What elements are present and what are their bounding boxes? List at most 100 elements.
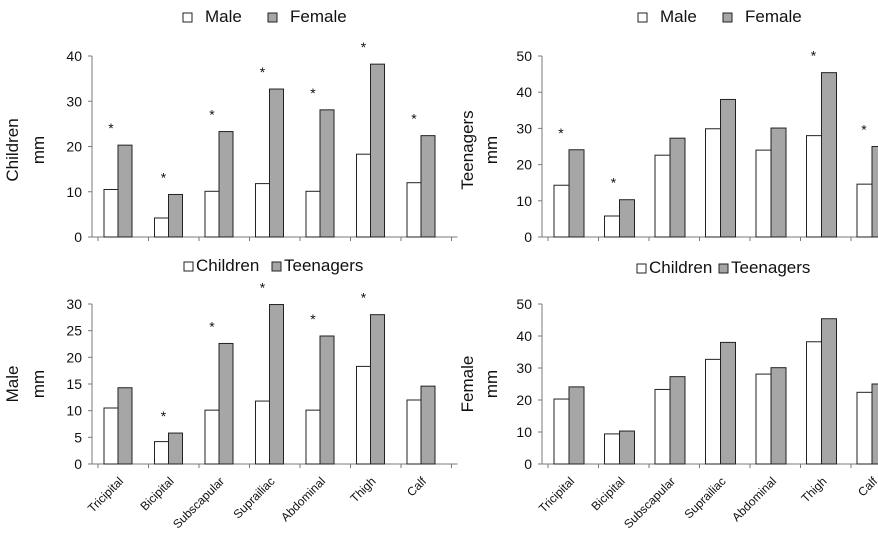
y-axis-label: Teenagers <box>458 110 477 189</box>
bar-teenagers-suprailiac <box>720 341 736 465</box>
x-category-label: Thigh <box>798 474 829 505</box>
legend-swatch-male <box>637 12 648 23</box>
bar-female-abdominal <box>319 109 335 238</box>
bar-male-thigh <box>356 153 371 238</box>
y-tick-label: 30 <box>66 296 82 312</box>
bar-children-calf <box>856 391 873 465</box>
y-tick-label: 15 <box>66 376 82 392</box>
bar-teenagers-calf <box>871 383 878 465</box>
y-axis-unit: mm <box>482 370 501 398</box>
bar-male-subscapular <box>204 190 220 238</box>
legend-label-children: Children <box>649 258 712 277</box>
bar-teenagers-bicipital <box>619 430 635 465</box>
x-category-label: Thigh <box>347 474 378 505</box>
y-tick-label: 10 <box>516 193 532 209</box>
legend-swatch-teenagers <box>718 263 729 274</box>
x-category-label: Suprailiac <box>230 474 277 521</box>
significance-marker: * <box>558 125 564 141</box>
bar-teenagers-calf <box>420 385 436 465</box>
y-tick-label: 20 <box>66 349 82 365</box>
bar-children-suprailiac <box>255 400 270 465</box>
legend-swatch-female <box>722 12 733 23</box>
legend-label-female: Female <box>745 7 802 26</box>
bar-male-suprailiac <box>255 183 270 238</box>
significance-marker: * <box>209 107 215 123</box>
legend-label-teenagers: Teenagers <box>731 258 810 277</box>
legend: Children Teenagers <box>636 258 810 277</box>
y-tick-label: 0 <box>524 456 532 472</box>
bar-children-suprailiac <box>705 358 721 465</box>
x-category-label: Tricipital <box>536 474 577 515</box>
significance-marker: * <box>811 48 817 64</box>
bar-female-thigh <box>370 63 385 238</box>
x-category-label: Subscapular <box>170 474 227 531</box>
significance-marker: * <box>861 122 867 138</box>
bar-teenagers-thigh <box>370 314 385 465</box>
significance-marker: * <box>260 280 266 296</box>
bar-teenagers-thigh <box>821 318 837 465</box>
y-axis-label: Female <box>458 356 477 413</box>
bar-female-suprailiac <box>269 88 284 238</box>
bar-teenagers-abdominal <box>770 367 787 465</box>
bar-female-abdominal <box>770 127 787 238</box>
y-axis-label: Male <box>3 366 22 403</box>
bar-teenagers-tricipital <box>117 387 133 465</box>
bar-children-subscapular <box>204 409 220 465</box>
x-category-label: Abdominal <box>278 474 328 524</box>
chart-panel-bottom-left: 0 5 10 15 20 25 30 Tricipital * Bicipital * Subscap… <box>3 256 458 531</box>
bar-children-calf <box>406 399 422 465</box>
x-category-label: Tricipital <box>85 474 126 515</box>
chart-panel-bottom-right: 0 10 20 30 40 50 Tricipital BicipitalSubscapula… <box>458 258 878 531</box>
significance-marker: * <box>411 111 417 127</box>
bar-teenagers-suprailiac <box>269 304 284 465</box>
legend-swatch-male <box>182 12 193 23</box>
bar-teenagers-subscapular <box>669 376 686 465</box>
bar-female-tricipital <box>568 149 585 238</box>
bar-female-thigh <box>821 72 837 238</box>
y-tick-label: 40 <box>516 328 532 344</box>
significance-marker: * <box>361 39 367 55</box>
bar-children-thigh <box>356 365 371 465</box>
y-tick-label: 20 <box>516 392 532 408</box>
bar-teenagers-tricipital <box>568 386 585 465</box>
bar-female-bicipital <box>619 199 635 238</box>
bar-male-abdominal <box>755 149 772 238</box>
legend-swatch-children <box>636 263 647 274</box>
x-category-label: Bicipital <box>137 474 176 513</box>
y-axis-unit: mm <box>29 370 48 398</box>
bar-male-abdominal <box>305 190 321 238</box>
bar-male-suprailiac <box>705 128 721 238</box>
legend: Male Female <box>637 7 802 26</box>
bar-children-abdominal <box>305 409 321 465</box>
bar-male-bicipital <box>154 217 169 238</box>
y-tick-label: 50 <box>516 296 532 312</box>
y-tick-label: 20 <box>516 157 532 173</box>
x-category-label: Abdominal <box>729 474 779 524</box>
bar-children-subscapular <box>654 388 671 465</box>
significance-marker: * <box>310 311 316 327</box>
legend-label-male: Male <box>660 7 697 26</box>
y-tick-label: 10 <box>66 184 82 200</box>
y-tick-label: 10 <box>66 403 82 419</box>
y-axis-label: Children <box>3 118 22 181</box>
bar-male-tricipital <box>103 188 119 238</box>
bar-male-subscapular <box>654 154 671 238</box>
x-category-label: Calf <box>404 474 429 499</box>
y-tick-label: 10 <box>516 424 532 440</box>
y-tick-label: 40 <box>516 84 532 100</box>
bar-female-suprailiac <box>720 98 736 238</box>
x-category-label: Calf <box>855 474 878 499</box>
chart-panel-top-left: 0 10 20 30 40 * * * * * * * Children mm Male Female <box>3 7 458 245</box>
y-tick-label: 40 <box>66 48 82 64</box>
legend-label-male: Male <box>205 7 242 26</box>
x-category-label: Subscapular <box>621 474 678 531</box>
significance-marker: * <box>361 290 367 306</box>
bar-male-tricipital <box>553 184 570 238</box>
x-category-label: Suprailiac <box>681 474 728 521</box>
bar-children-tricipital <box>103 407 119 465</box>
legend: Children Teenagers <box>183 256 363 275</box>
significance-marker: * <box>209 318 215 334</box>
bar-female-calf <box>871 146 878 238</box>
significance-marker: * <box>611 175 617 191</box>
